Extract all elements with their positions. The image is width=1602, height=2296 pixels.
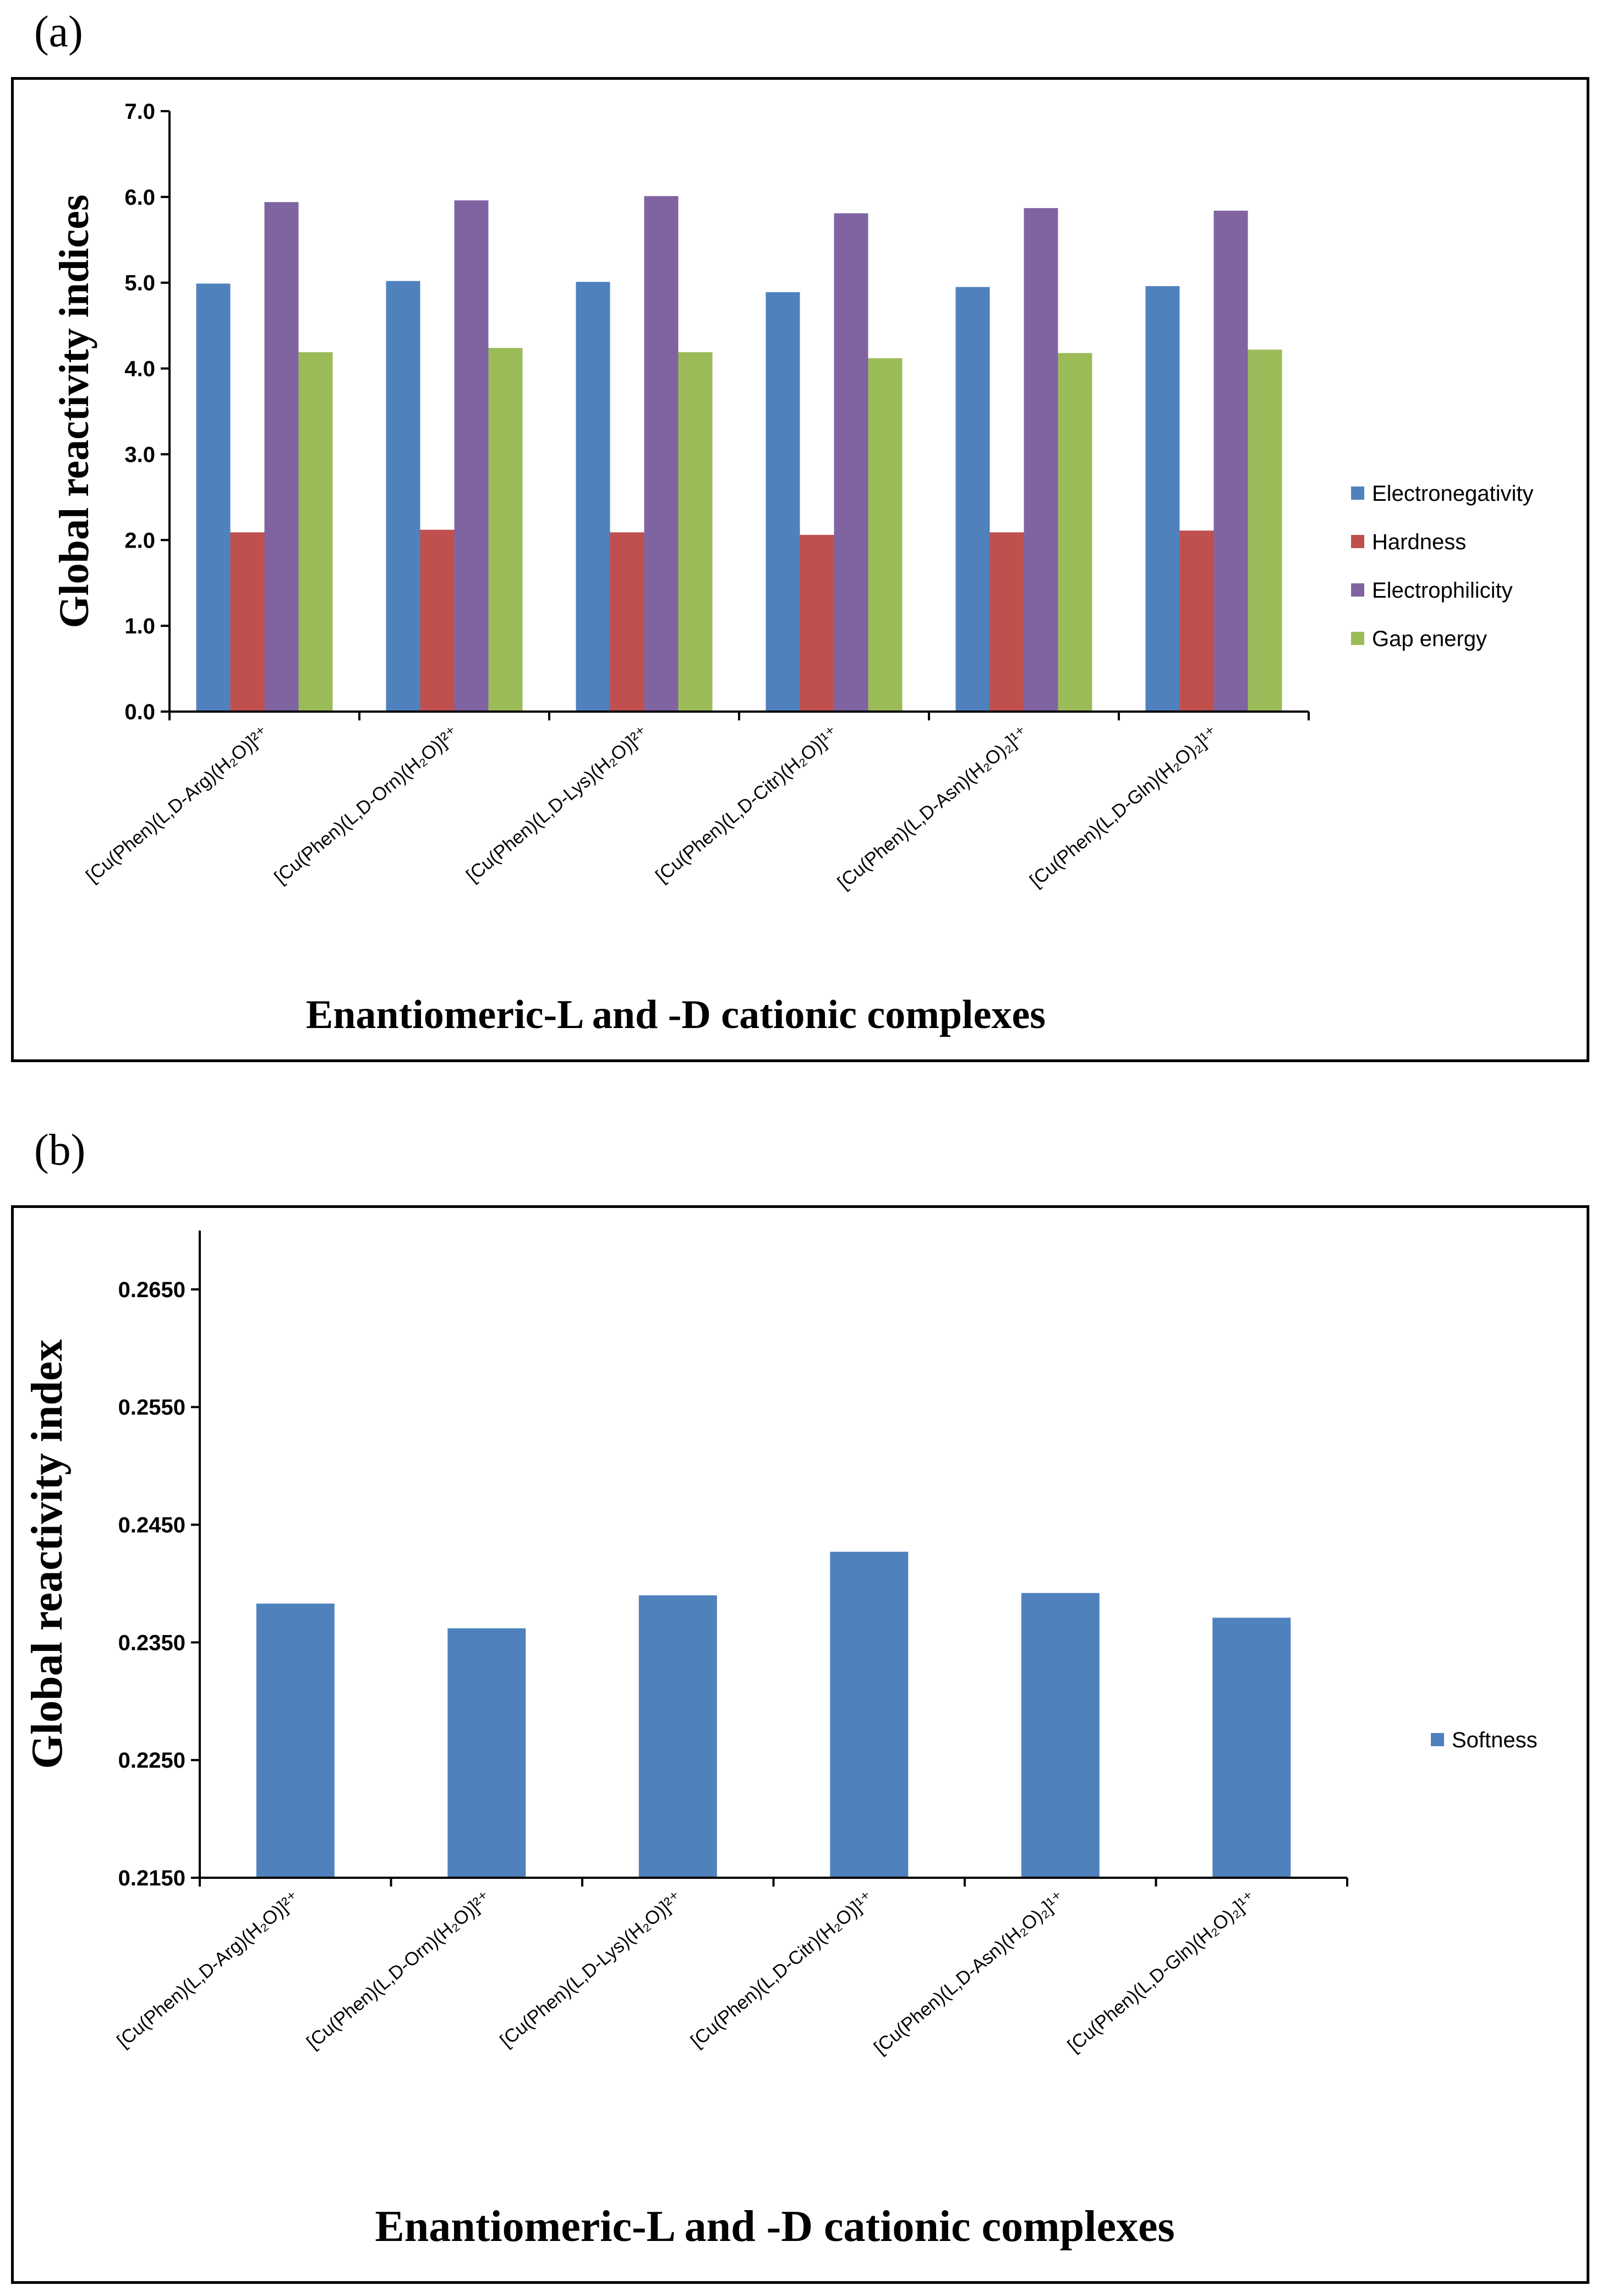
- x-category-label: [Cu(Phen)(L,D-Citr)(H₂O)]¹⁺: [652, 722, 842, 887]
- legend-swatch: [1351, 486, 1364, 500]
- legend-entry: Hardness: [1372, 530, 1466, 554]
- y-tick-label: 2.0: [124, 528, 155, 553]
- bar-a-electrophilicity-0: [264, 202, 299, 712]
- bar-a-electrophilicity-4: [1024, 208, 1058, 712]
- y-tick-label: 6.0: [124, 185, 155, 210]
- y-tick-label: 4.0: [124, 357, 155, 381]
- bar-a-electronegativity-1: [386, 281, 420, 712]
- legend-swatch: [1431, 1733, 1444, 1746]
- y-tick-label: 1.0: [124, 614, 155, 638]
- legend-swatch: [1351, 535, 1364, 548]
- legend-entry: Electronegativity: [1372, 482, 1533, 506]
- legend-entry: Softness: [1452, 1728, 1538, 1752]
- bar-a-electronegativity-3: [766, 292, 800, 712]
- bar-a-gap-energy-5: [1248, 349, 1282, 712]
- y-tick-label: 0.2350: [118, 1631, 185, 1655]
- bar-b-softness-3: [830, 1551, 909, 1878]
- y-tick-label: 0.2250: [118, 1748, 185, 1773]
- x-category-label: [Cu(Phen)(L,D-Arg)(H₂O)]²⁺: [113, 1887, 303, 2052]
- bar-a-gap-energy-4: [1058, 353, 1092, 712]
- x-category-label: [Cu(Phen)(L,D-Arg)(H₂O)]²⁺: [82, 722, 272, 887]
- bar-a-electrophilicity-5: [1213, 210, 1248, 712]
- x-category-label: [Cu(Phen)(L,D-Orn)(H₂O)]²⁺: [270, 722, 462, 888]
- bar-a-electronegativity-2: [576, 282, 610, 712]
- bar-a-hardness-5: [1179, 531, 1214, 712]
- bar-b-softness-0: [256, 1603, 335, 1878]
- bar-a-hardness-0: [230, 532, 265, 712]
- x-axis-title: Enantiomeric-L and -D cationic complexes: [375, 2202, 1174, 2251]
- bar-a-hardness-1: [420, 529, 455, 712]
- y-tick-label: 5.0: [124, 271, 155, 296]
- bar-a-hardness-4: [989, 532, 1024, 712]
- bar-a-electrophilicity-3: [834, 213, 868, 712]
- bar-a-electronegativity-4: [955, 287, 990, 712]
- bar-a-gap-energy-1: [488, 348, 523, 712]
- x-category-label: [Cu(Phen)(L,D-Gln)(H₂O)₂]¹⁺: [1026, 722, 1222, 892]
- bar-a-gap-energy-2: [678, 352, 713, 712]
- bar-a-electronegativity-5: [1145, 286, 1180, 712]
- bar-b-softness-1: [447, 1628, 526, 1878]
- panel-label-b: (b): [34, 1126, 86, 1174]
- y-tick-label: 7.0: [124, 100, 155, 124]
- y-axis-title: Global reactivity indices: [51, 194, 97, 628]
- legend-swatch: [1351, 583, 1364, 597]
- legend-entry: Electrophilicity: [1372, 578, 1513, 603]
- y-tick-label: 0.0: [124, 700, 155, 724]
- x-category-label: [Cu(Phen)(L,D-Citr)(H₂O)]¹⁺: [687, 1887, 877, 2052]
- x-category-label: [Cu(Phen)(L,D-Lys)(H₂O)]²⁺: [496, 1887, 686, 2051]
- bar-b-softness-4: [1021, 1593, 1100, 1878]
- bar-a-gap-energy-0: [298, 352, 333, 712]
- bar-b-softness-5: [1212, 1617, 1291, 1878]
- x-category-label: [Cu(Phen)(L,D-Asn)(H₂O)₂]¹⁺: [870, 1887, 1069, 2058]
- bar-a-electronegativity-0: [196, 283, 231, 712]
- y-axis-title: Global reactivity index: [23, 1340, 72, 1769]
- panel-label-a: (a): [34, 8, 83, 56]
- x-category-label: [Cu(Phen)(L,D-Orn)(H₂O)]²⁺: [303, 1887, 495, 2053]
- y-tick-label: 0.2550: [118, 1396, 185, 1420]
- y-tick-label: 0.2650: [118, 1278, 185, 1302]
- x-category-label: [Cu(Phen)(L,D-Asn)(H₂O)₂]¹⁺: [834, 722, 1032, 893]
- bar-a-hardness-3: [800, 534, 834, 712]
- x-category-label: [Cu(Phen)(L,D-Gln)(H₂O)₂]¹⁺: [1064, 1887, 1260, 2057]
- y-tick-label: 0.2150: [118, 1866, 185, 1890]
- y-tick-label: 0.2450: [118, 1513, 185, 1538]
- x-category-label: [Cu(Phen)(L,D-Lys)(H₂O)]²⁺: [462, 722, 652, 886]
- bar-a-hardness-2: [610, 532, 644, 712]
- bar-a-gap-energy-3: [868, 358, 903, 712]
- bar-a-electrophilicity-2: [644, 196, 679, 712]
- bar-b-softness-2: [638, 1595, 717, 1878]
- x-axis-title: Enantiomeric-L and -D cationic complexes: [306, 992, 1046, 1037]
- legend-entry: Gap energy: [1372, 627, 1487, 651]
- legend-swatch: [1351, 632, 1364, 645]
- y-tick-label: 3.0: [124, 442, 155, 467]
- bar-a-electrophilicity-1: [454, 200, 489, 712]
